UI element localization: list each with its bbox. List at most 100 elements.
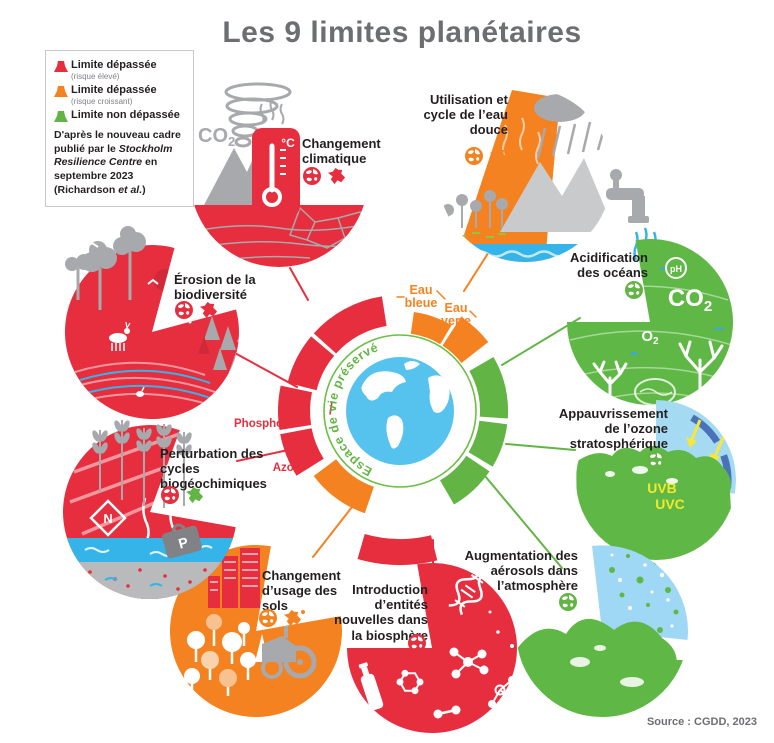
trees-icon bbox=[184, 614, 269, 696]
o2-label: O2 bbox=[641, 328, 659, 347]
ring-label-azote: Azote bbox=[272, 462, 304, 474]
phosphorus-canister: P bbox=[162, 523, 202, 559]
plastic-bottle-icon bbox=[358, 662, 384, 711]
ring-label-eau-bleue: Eau bleue bbox=[404, 283, 438, 311]
legend-box: Limite dépassée (risque élevé) Limite dé… bbox=[45, 50, 194, 208]
ph-badge: pH bbox=[665, 257, 687, 279]
co2-label: CO2 bbox=[668, 285, 712, 315]
degc-label: °C bbox=[281, 136, 295, 150]
rain-lines bbox=[536, 121, 607, 159]
ring-segment-sols bbox=[313, 459, 374, 514]
ring-segment-eau-verte bbox=[442, 317, 489, 363]
boundary-circle-eau-douce bbox=[438, 88, 657, 262]
bird-icon bbox=[147, 278, 159, 285]
ring-segment-climat bbox=[313, 296, 387, 354]
legend-sublabel: (risque croissant) bbox=[71, 97, 133, 106]
svg-text:P: P bbox=[177, 534, 190, 552]
status-icons-biodiversite bbox=[174, 300, 218, 320]
connector-acid bbox=[501, 317, 581, 366]
world-status-icon bbox=[407, 633, 427, 653]
ozone-layer-band bbox=[690, 414, 721, 444]
source-credit: Source : CGDD, 2023 bbox=[646, 716, 757, 728]
bird-icon bbox=[85, 241, 99, 248]
landmass bbox=[576, 446, 734, 560]
connector-eau bbox=[463, 246, 493, 292]
world-status-icon bbox=[558, 592, 578, 612]
coral-icon bbox=[592, 340, 724, 400]
boundary-circle-ozone: UVB UVC bbox=[576, 400, 736, 560]
connector-aerosols bbox=[479, 469, 563, 569]
status-icons-climat bbox=[302, 166, 346, 186]
legend-label: Limite non dépassée bbox=[71, 109, 180, 121]
label-sols: Changement d’usage des sols bbox=[262, 568, 341, 614]
deer-icon bbox=[109, 321, 131, 351]
label-eau-douce: Utilisation et cycle de l’eau douce bbox=[423, 92, 508, 138]
water-layer bbox=[63, 538, 236, 562]
world-status-icon bbox=[302, 166, 322, 186]
ring-label-phosphore: Phosphore bbox=[234, 418, 295, 430]
legend-item-exceeded-high: Limite dépassée bbox=[54, 59, 186, 72]
legend-note: D'après le nouveau cadre publié par le S… bbox=[54, 129, 181, 196]
france-status-icon bbox=[199, 301, 218, 320]
world-status-icon bbox=[258, 608, 278, 628]
ring-segment-eau-bleue bbox=[410, 312, 452, 345]
mound-icon bbox=[54, 86, 68, 97]
status-icons-aerosols bbox=[454, 592, 578, 612]
nitrogen-diamond: N bbox=[89, 499, 127, 537]
uvb-label: UVB bbox=[647, 480, 677, 496]
ring-segment-phosphore bbox=[278, 385, 312, 430]
ring-segment-biodiversite bbox=[287, 336, 335, 391]
ring-segment-ozone bbox=[468, 420, 508, 467]
status-icons-cycles bbox=[160, 485, 204, 505]
earth-globe bbox=[346, 357, 454, 465]
brain-coral-icon bbox=[634, 378, 676, 405]
connector-ozone bbox=[505, 443, 576, 451]
mound-icon bbox=[54, 111, 68, 122]
legend-sublabel: (risque élevé) bbox=[71, 72, 120, 81]
status-icons-acidification bbox=[548, 280, 644, 300]
mountains-icon bbox=[500, 158, 612, 232]
legend-item-exceeded-growing: Limite dépassée bbox=[54, 84, 186, 97]
label-aerosols: Augmentation des aérosols dans l’atmosph… bbox=[464, 548, 578, 594]
rabbit-icon bbox=[136, 386, 145, 397]
boundary-circle-entites bbox=[347, 563, 518, 734]
buildings-icon bbox=[208, 548, 260, 608]
boundary-circle-acidification: pH CO2 O2 bbox=[567, 238, 733, 405]
boundary-circle-sols bbox=[170, 544, 343, 717]
dna-icon bbox=[448, 565, 490, 616]
co2-label: CO2 bbox=[198, 125, 235, 149]
label-acidification: Acidification des océans bbox=[569, 250, 648, 281]
ring-segment-aerosols bbox=[440, 455, 490, 505]
legend-label: Limite dépassée bbox=[71, 59, 157, 71]
svg-text:N: N bbox=[103, 511, 112, 526]
world-status-icon bbox=[464, 146, 484, 166]
status-icons-sols bbox=[258, 608, 302, 628]
landmass bbox=[516, 619, 681, 717]
safe-space-circle bbox=[323, 334, 477, 488]
ring-segment-entites bbox=[357, 534, 438, 565]
tractor-icon bbox=[261, 610, 317, 679]
page-title: Les 9 limites planétaires bbox=[222, 16, 582, 49]
france-status-icon bbox=[185, 486, 204, 505]
boundary-circle-biodiversite bbox=[64, 226, 239, 420]
scatter-dots bbox=[488, 598, 518, 648]
legend-item-not-exceeded: Limite non dépassée bbox=[54, 109, 186, 122]
france-status-icon bbox=[283, 609, 302, 628]
gray-trees bbox=[65, 226, 146, 310]
sky-wedge bbox=[592, 545, 688, 640]
label-cycles: Perturbation des cycles biogéochimiques bbox=[160, 446, 267, 492]
status-icons-ozone bbox=[548, 450, 666, 470]
ring-segment-azote bbox=[280, 428, 324, 476]
label-biodiversite: Érosion de la biodiversité bbox=[174, 272, 256, 303]
uv-arrows bbox=[686, 419, 726, 464]
svg-text:pH: pH bbox=[670, 264, 682, 274]
planetary-ring: Espace de vie préservé bbox=[278, 296, 509, 565]
molecule-icon bbox=[396, 647, 518, 719]
status-icons-eau bbox=[416, 146, 508, 166]
ring-label-eau-verte: Eau verte bbox=[441, 301, 471, 329]
ring-segment-acidification bbox=[469, 357, 509, 419]
label-ozone: Appauvrissement de l’ozone stratosphériq… bbox=[558, 406, 668, 452]
france-status-icon bbox=[327, 167, 346, 186]
